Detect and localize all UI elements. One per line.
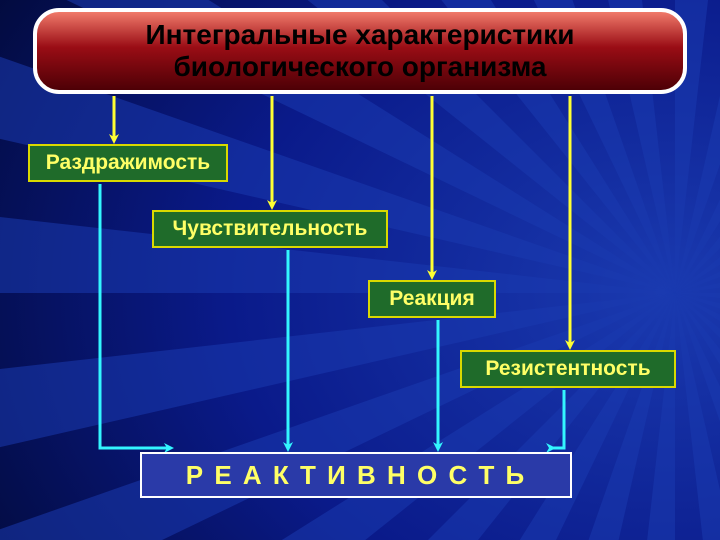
node-label: Резистентность bbox=[485, 357, 650, 381]
node-label: Раздражимость bbox=[46, 151, 210, 175]
slide-stage: Интегральные характеристики биологическо… bbox=[0, 0, 720, 540]
node-label: Реакция bbox=[389, 287, 474, 311]
node-react: Реакция bbox=[368, 280, 496, 318]
node-resist: Резистентность bbox=[460, 350, 676, 388]
result-box: Р Е А К Т И В Н О С Т Ь bbox=[140, 452, 572, 498]
node-sensit: Чувствительность bbox=[152, 210, 388, 248]
node-irrit: Раздражимость bbox=[28, 144, 228, 182]
result-text: Р Е А К Т И В Н О С Т Ь bbox=[186, 460, 526, 491]
title-text: Интегральные характеристики биологическо… bbox=[55, 19, 665, 83]
node-label: Чувствительность bbox=[173, 217, 368, 241]
title-box: Интегральные характеристики биологическо… bbox=[33, 8, 687, 94]
